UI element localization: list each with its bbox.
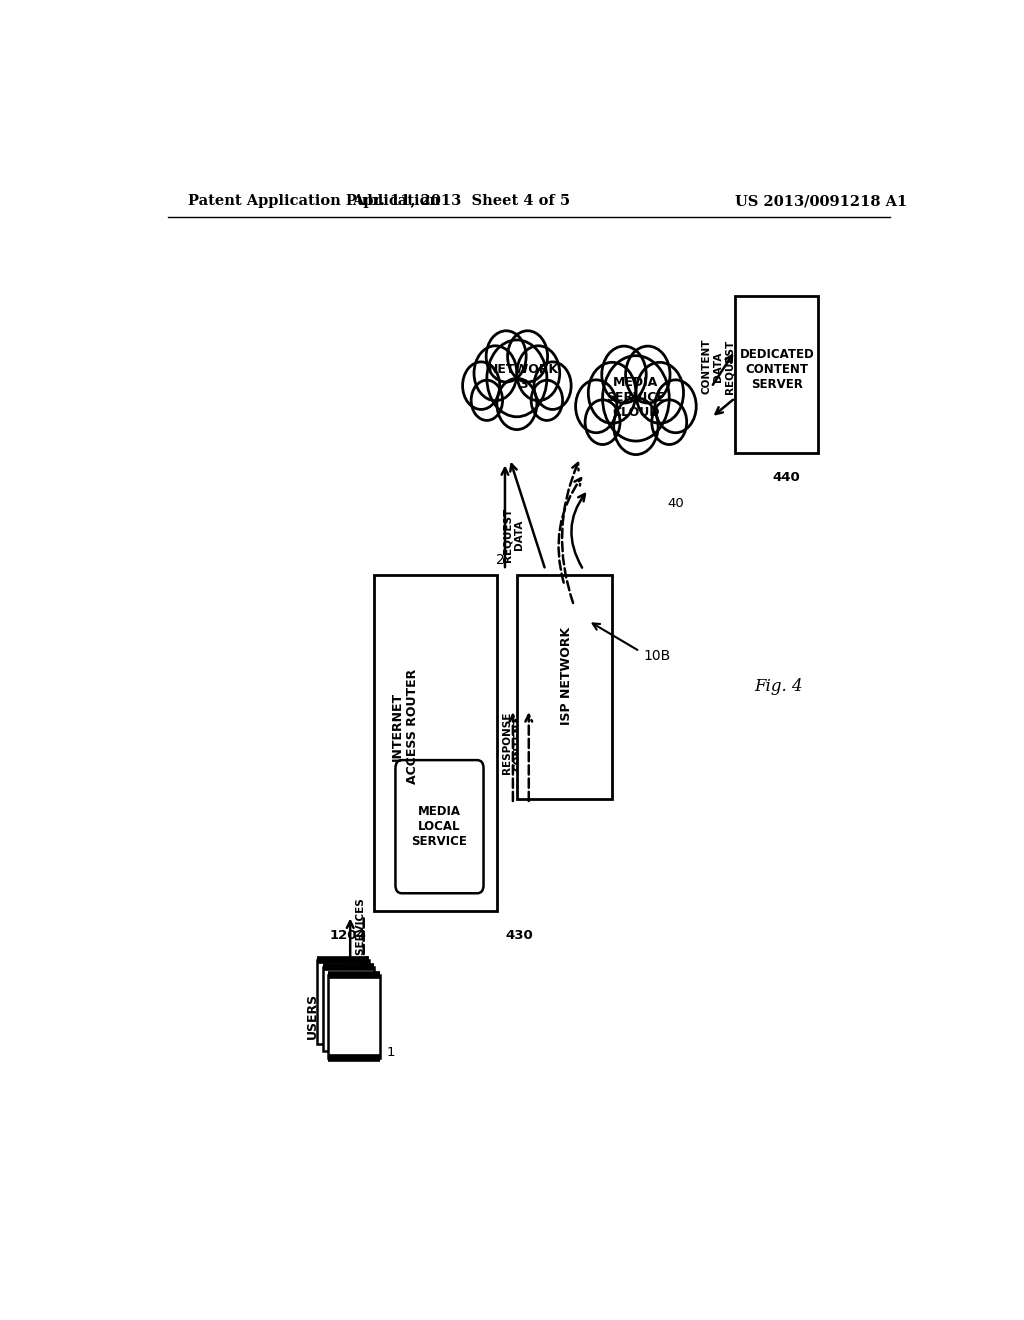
FancyBboxPatch shape — [735, 296, 818, 453]
Text: US 2013/0091218 A1: US 2013/0091218 A1 — [735, 194, 907, 209]
Text: 1: 1 — [386, 1047, 395, 1060]
FancyBboxPatch shape — [323, 968, 375, 1051]
FancyBboxPatch shape — [517, 576, 612, 799]
Circle shape — [652, 400, 687, 445]
Text: MEDIA
SERVICE
CLOUD: MEDIA SERVICE CLOUD — [606, 376, 666, 418]
Circle shape — [602, 355, 670, 441]
Circle shape — [602, 346, 646, 403]
FancyBboxPatch shape — [317, 961, 369, 1044]
Text: REQUEST
DATA: REQUEST DATA — [502, 507, 523, 561]
Text: RESPONSE
CONTENT: RESPONSE CONTENT — [502, 711, 523, 774]
Circle shape — [636, 362, 684, 424]
Text: MEDIA
LOCAL
SERVICE: MEDIA LOCAL SERVICE — [412, 805, 467, 849]
FancyBboxPatch shape — [395, 760, 483, 894]
Text: ISP NETWORK: ISP NETWORK — [560, 627, 572, 725]
Text: CONTENT
DATA
REQUEST: CONTENT DATA REQUEST — [701, 339, 734, 395]
Circle shape — [613, 397, 658, 454]
Text: 40: 40 — [668, 498, 684, 511]
Text: DEDICATED
CONTENT
SERVER: DEDICATED CONTENT SERVER — [739, 347, 814, 391]
Circle shape — [626, 346, 670, 403]
Circle shape — [471, 380, 503, 421]
FancyBboxPatch shape — [374, 576, 497, 911]
Text: USERS: USERS — [306, 993, 318, 1039]
Text: NETWORK
3: NETWORK 3 — [487, 363, 559, 391]
Text: 430: 430 — [505, 929, 532, 942]
Circle shape — [497, 379, 537, 429]
Text: 1204: 1204 — [330, 929, 367, 942]
Circle shape — [585, 400, 620, 445]
Text: 440: 440 — [773, 471, 801, 484]
Text: 10B: 10B — [644, 649, 671, 664]
Circle shape — [486, 341, 547, 417]
Circle shape — [575, 380, 616, 433]
Text: INTERNET
ACCESS ROUTER: INTERNET ACCESS ROUTER — [391, 668, 419, 784]
Text: Patent Application Publication: Patent Application Publication — [187, 194, 439, 209]
Circle shape — [463, 362, 500, 409]
Circle shape — [588, 362, 636, 424]
Text: 2: 2 — [497, 553, 505, 566]
Circle shape — [486, 331, 526, 381]
Text: Fig. 4: Fig. 4 — [755, 678, 803, 696]
Text: Apr. 11, 2013  Sheet 4 of 5: Apr. 11, 2013 Sheet 4 of 5 — [352, 194, 570, 209]
Circle shape — [655, 380, 696, 433]
Circle shape — [508, 331, 548, 381]
Circle shape — [534, 362, 571, 409]
Circle shape — [474, 346, 517, 401]
FancyBboxPatch shape — [329, 974, 380, 1057]
Circle shape — [531, 380, 562, 421]
Text: NEW SERVICES: NEW SERVICES — [356, 899, 366, 986]
Circle shape — [517, 346, 560, 401]
